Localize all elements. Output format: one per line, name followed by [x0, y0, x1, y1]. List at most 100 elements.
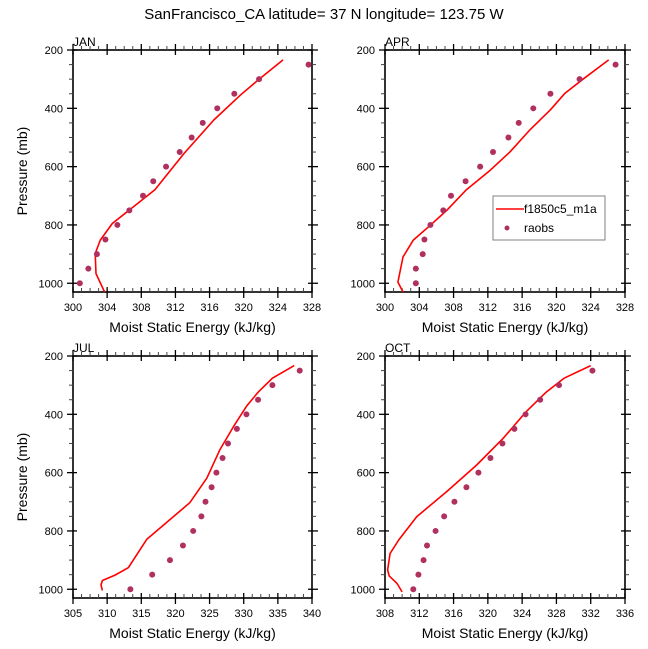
panel-apr: 300 304 308 312 316 320 324 328 200 400 600 800 1000…: [351, 35, 635, 335]
obs-point: [427, 221, 434, 228]
obs-point: [188, 134, 195, 141]
y-tick-label: 800: [357, 220, 375, 232]
x-tick-label: 320: [166, 608, 184, 620]
obs-point: [190, 527, 197, 534]
y-tick-label: 800: [357, 526, 375, 538]
x-tick-label: 324: [513, 608, 531, 620]
obs-point: [462, 178, 469, 185]
obs-point: [163, 163, 170, 170]
obs-point: [537, 396, 544, 403]
obs-point: [490, 149, 496, 156]
series-line-f1850c5_m1a: [397, 59, 610, 293]
obs-point: [412, 265, 419, 272]
obs-point: [424, 542, 430, 549]
obs-point: [415, 571, 422, 578]
obs-point: [76, 280, 83, 287]
obs-point: [179, 542, 186, 549]
obs-point: [547, 90, 554, 97]
x-tick-label: 312: [479, 302, 497, 314]
obs-point: [256, 76, 263, 83]
obs-point: [199, 119, 206, 126]
x-tick-label: 324: [582, 302, 600, 314]
y-tick-label: 400: [45, 409, 63, 421]
y-axis-title: Pressure (mb): [14, 127, 30, 216]
plot-frame: [72, 49, 313, 293]
obs-point: [269, 382, 276, 389]
obs-point: [463, 484, 470, 491]
obs-point: [127, 586, 134, 593]
x-tick-label: 340: [303, 608, 321, 620]
obs-point: [448, 192, 454, 199]
obs-point: [441, 513, 448, 520]
x-tick-label: 316: [444, 608, 462, 620]
x-axis-title: Moist Static Energy (kJ/kg): [109, 319, 276, 335]
panel-label: JAN: [73, 35, 96, 49]
obs-point: [93, 251, 100, 258]
obs-point: [410, 586, 417, 593]
x-tick-label: 320: [479, 608, 497, 620]
y-tick-label: 1000: [351, 584, 375, 596]
y-tick-label: 1000: [351, 278, 375, 290]
legend-marker-swatch: [504, 225, 510, 231]
y-axis-title: Pressure (mb): [14, 433, 30, 522]
panel-label: APR: [385, 35, 410, 49]
obs-point: [612, 61, 619, 68]
obs-point: [198, 513, 205, 520]
obs-point: [487, 455, 494, 462]
plot-frame: [384, 355, 626, 599]
panel-jul: 305 310 315 320 325 330 335 340 200 400 600 800 1000…: [14, 341, 321, 641]
x-tick-label: 328: [547, 608, 565, 620]
obs-point: [213, 469, 220, 476]
y-tick-label: 400: [45, 103, 63, 115]
obs-point: [305, 61, 312, 68]
x-tick-label: 320: [547, 302, 565, 314]
obs-point: [412, 280, 419, 287]
y-tick-label: 1000: [39, 278, 63, 290]
y-tick-label: 600: [357, 468, 375, 480]
obs-point: [505, 134, 512, 141]
x-tick-label: 332: [582, 608, 600, 620]
x-tick-label: 312: [410, 608, 428, 620]
x-tick-label: 320: [235, 302, 253, 314]
obs-point: [515, 119, 522, 126]
x-tick-label: 324: [269, 302, 287, 314]
legend-box: [492, 195, 606, 241]
obs-point: [243, 411, 250, 418]
obs-point: [477, 163, 484, 170]
obs-point: [214, 105, 221, 112]
obs-point: [231, 90, 238, 97]
series-line-f1850c5_m1a: [94, 59, 284, 293]
y-tick-label: 800: [45, 220, 63, 232]
y-tick-label: 200: [45, 45, 63, 57]
obs-point: [296, 367, 303, 374]
x-tick-label: 316: [513, 302, 531, 314]
panel-oct: 308 312 316 320 324 328 332 336 200 400 600 800 1000…: [351, 341, 635, 641]
obs-point: [85, 265, 92, 272]
x-tick-label: 300: [64, 302, 82, 314]
y-tick-label: 400: [357, 409, 375, 421]
obs-point: [219, 455, 226, 462]
x-tick-label: 330: [235, 608, 253, 620]
panel-label: JUL: [73, 341, 95, 355]
x-axis-title: Moist Static Energy (kJ/kg): [109, 625, 276, 641]
obs-point: [233, 425, 240, 432]
obs-point: [225, 440, 232, 447]
y-tick-label: 600: [45, 162, 63, 174]
obs-point: [102, 236, 109, 243]
x-tick-label: 328: [616, 302, 634, 314]
y-tick-label: 400: [357, 103, 375, 115]
series-line-f1850c5_m1a: [386, 364, 592, 593]
obs-point: [255, 396, 262, 403]
x-tick-label: 304: [410, 302, 428, 314]
x-tick-label: 308: [132, 302, 150, 314]
x-tick-label: 325: [200, 608, 218, 620]
obs-point: [419, 251, 426, 258]
obs-point: [176, 149, 183, 156]
y-tick-label: 200: [357, 45, 375, 57]
obs-point: [511, 425, 518, 432]
x-tick-label: 304: [98, 302, 116, 314]
obs-point: [149, 571, 156, 578]
obs-point: [139, 192, 146, 199]
obs-point: [556, 382, 562, 389]
